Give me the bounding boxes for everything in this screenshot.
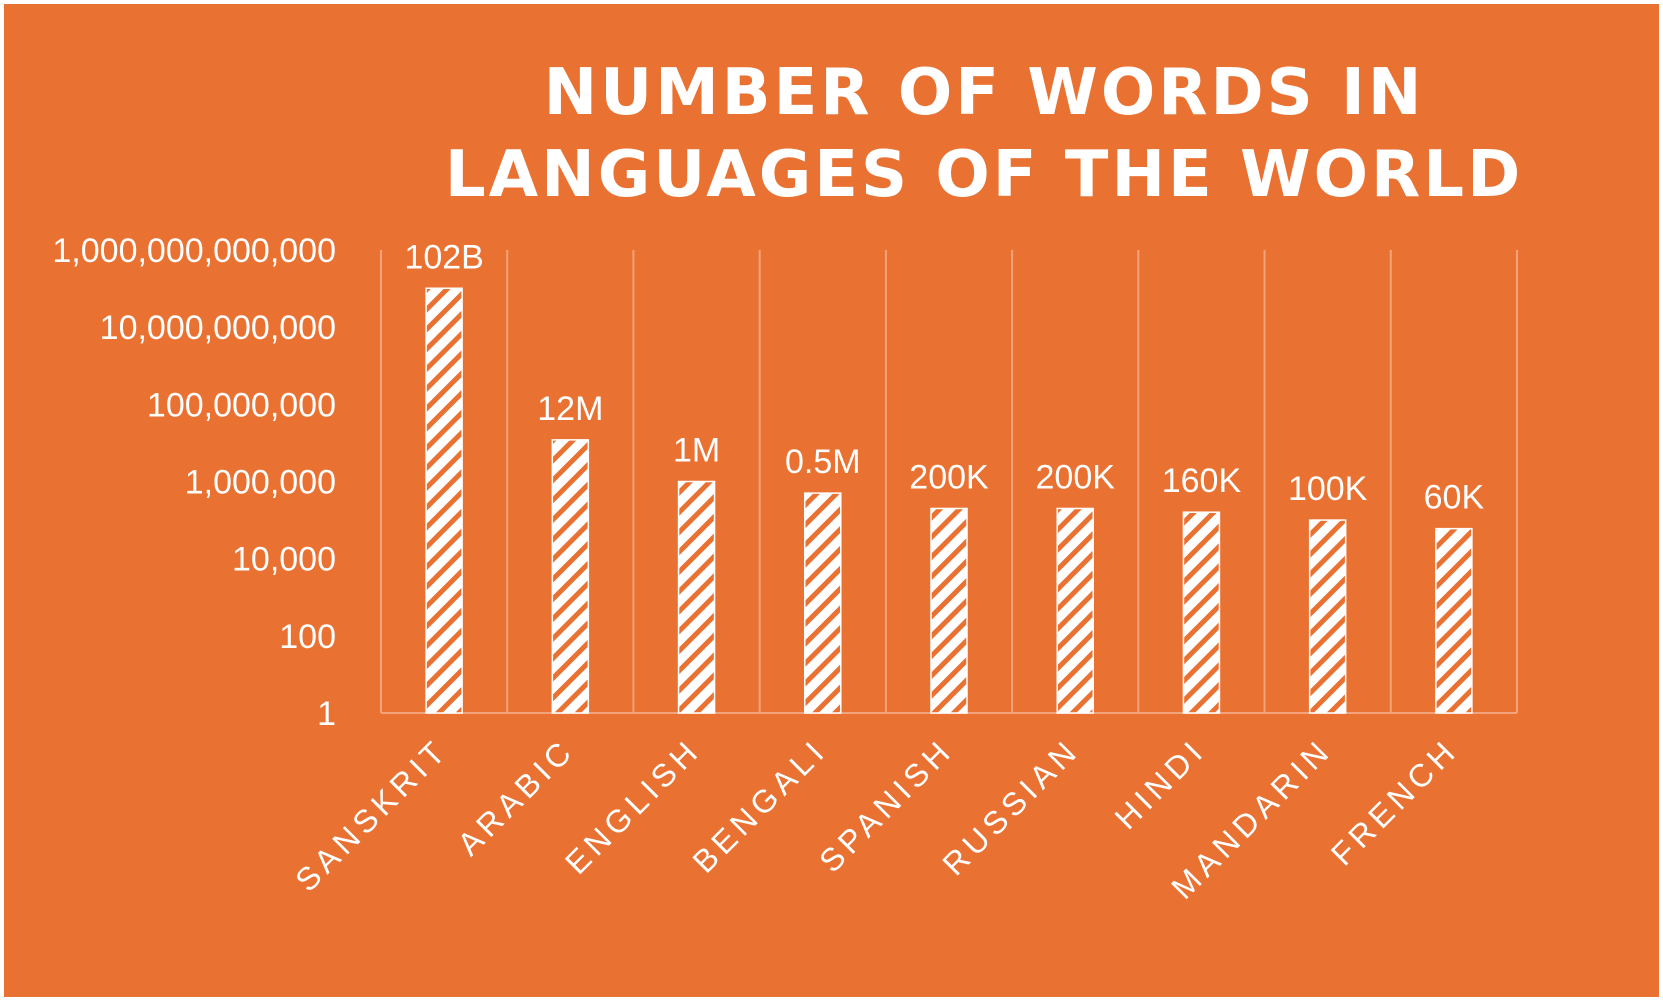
y-tick-label: 100 bbox=[279, 618, 336, 656]
y-tick-label: 1,000,000,000,000 bbox=[52, 232, 336, 270]
data-label: 0.5M bbox=[785, 443, 861, 481]
data-label: 100K bbox=[1288, 470, 1368, 508]
chart-title: NUMBER OF WORDS IN LANGUAGES OF THE WORL… bbox=[444, 56, 1524, 212]
category-label: ARABIC bbox=[450, 731, 581, 862]
bar-hindi bbox=[1182, 511, 1221, 714]
bar-russian bbox=[1056, 507, 1094, 714]
data-label: 102B bbox=[404, 238, 483, 276]
bar-sanskrit bbox=[425, 287, 463, 714]
grid-lines bbox=[380, 250, 1518, 714]
category-label: RUSSIAN bbox=[935, 731, 1086, 882]
data-labels: 102B 12M 1M 0.5M 200K 200K 160K 100K 60K bbox=[404, 238, 1484, 516]
y-tick-label: 100,000,000 bbox=[147, 386, 336, 424]
category-label: FRENCH bbox=[1324, 731, 1465, 872]
data-label: 60K bbox=[1424, 479, 1485, 517]
data-label: 200K bbox=[1036, 458, 1116, 496]
y-tick-label: 10,000 bbox=[232, 541, 336, 579]
y-tick-label: 1,000,000 bbox=[185, 464, 336, 502]
bars bbox=[425, 287, 1473, 714]
y-axis-ticks: 1 100 10,000 1,000,000 100,000,000 10,000,000… bbox=[52, 232, 336, 733]
bar-french bbox=[1435, 527, 1473, 714]
data-label: 12M bbox=[537, 390, 603, 428]
bar-mandarin bbox=[1308, 519, 1347, 714]
y-tick-label: 1 bbox=[317, 695, 336, 733]
category-label: ENGLISH bbox=[558, 731, 708, 881]
data-label: 1M bbox=[673, 432, 720, 470]
bar-arabic bbox=[551, 439, 590, 714]
category-label: BENGALI bbox=[685, 731, 833, 879]
x-axis-categories: SANSKRITARABICENGLISHBENGALISPANISHRUSSI… bbox=[288, 731, 1465, 905]
data-label: 160K bbox=[1162, 462, 1242, 500]
bar-english bbox=[677, 480, 716, 714]
data-label: 200K bbox=[909, 458, 989, 496]
category-label: SANSKRIT bbox=[288, 731, 455, 898]
bar-bengali bbox=[804, 492, 842, 714]
y-tick-label: 10,000,000,000 bbox=[100, 309, 336, 347]
bar-spanish bbox=[930, 507, 968, 714]
category-label: HINDI bbox=[1108, 731, 1213, 836]
